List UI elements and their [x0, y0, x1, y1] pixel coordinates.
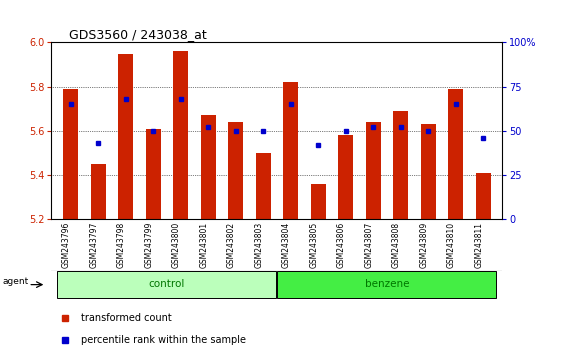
Bar — [91, 164, 106, 219]
Bar — [365, 122, 381, 219]
Text: GDS3560 / 243038_at: GDS3560 / 243038_at — [70, 28, 207, 41]
Bar — [173, 51, 188, 219]
Text: GSM243800: GSM243800 — [172, 222, 180, 268]
Bar — [283, 82, 298, 219]
Bar — [256, 153, 271, 219]
Text: GSM243798: GSM243798 — [116, 222, 126, 268]
Text: GSM243796: GSM243796 — [62, 222, 71, 268]
FancyBboxPatch shape — [58, 271, 276, 298]
Bar — [338, 136, 353, 219]
Bar — [63, 89, 78, 219]
Text: agent: agent — [3, 277, 29, 286]
Bar — [200, 115, 216, 219]
Text: GSM243807: GSM243807 — [364, 222, 373, 268]
Text: GSM243799: GSM243799 — [144, 222, 153, 268]
Text: percentile rank within the sample: percentile rank within the sample — [81, 335, 246, 345]
Bar — [393, 111, 408, 219]
Bar — [228, 122, 243, 219]
Text: GSM243805: GSM243805 — [309, 222, 318, 268]
Text: GSM243802: GSM243802 — [227, 222, 236, 268]
Text: control: control — [148, 279, 185, 289]
Text: GSM243809: GSM243809 — [419, 222, 428, 268]
Bar — [311, 184, 326, 219]
Text: GSM243810: GSM243810 — [447, 222, 456, 268]
Text: GSM243811: GSM243811 — [475, 222, 483, 268]
Text: GSM243803: GSM243803 — [254, 222, 263, 268]
Text: GSM243806: GSM243806 — [337, 222, 345, 268]
FancyBboxPatch shape — [278, 271, 496, 298]
Text: benzene: benzene — [365, 279, 409, 289]
Bar — [448, 89, 463, 219]
Bar — [146, 129, 160, 219]
Text: GSM243801: GSM243801 — [199, 222, 208, 268]
Text: GSM243797: GSM243797 — [89, 222, 98, 268]
Bar — [118, 53, 133, 219]
Bar — [476, 173, 491, 219]
Bar — [421, 124, 436, 219]
Text: GSM243808: GSM243808 — [392, 222, 401, 268]
Text: GSM243804: GSM243804 — [282, 222, 291, 268]
Text: transformed count: transformed count — [81, 313, 171, 323]
